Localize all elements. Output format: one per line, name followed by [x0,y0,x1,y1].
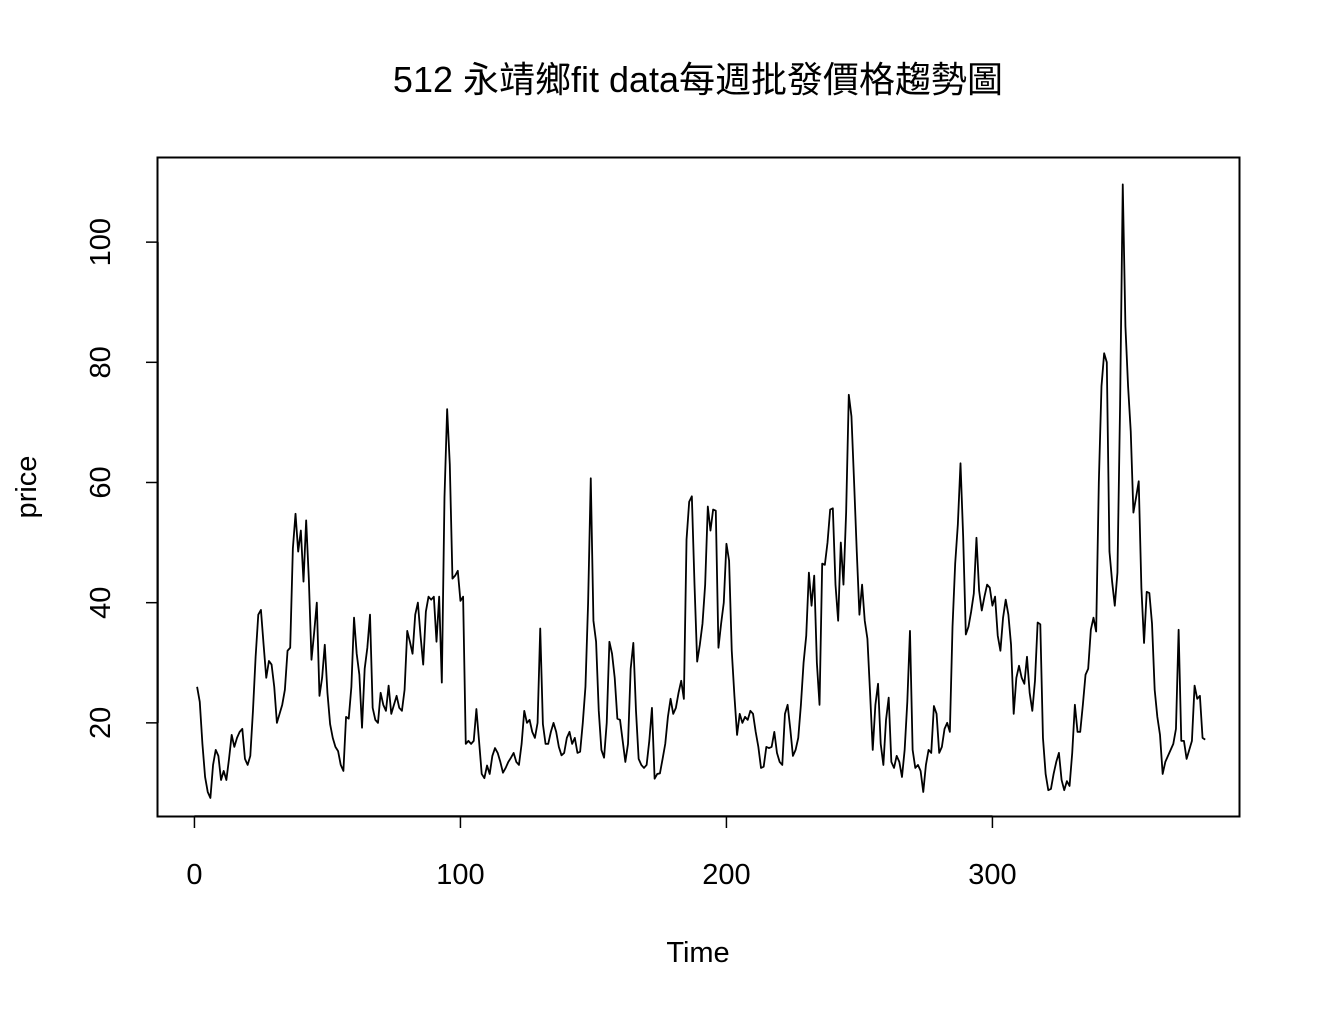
x-tick-label: 300 [968,859,1016,891]
y-axis: 20 40 60 80 100 [85,218,159,739]
plot-frame [156,156,1241,818]
x-tick-label: 0 [186,859,202,891]
chart-title: 512 永靖鄉fit data每週批發價格趨勢圖 [393,59,1003,100]
y-axis-label: price [11,456,43,519]
x-axis-label: Time [666,937,729,969]
price-series-line [196,183,1206,799]
x-axis: 0 100 200 300 [186,815,1017,891]
x-tick-label: 100 [436,859,484,891]
y-tick-label: 80 [85,346,117,378]
x-tick-label: 200 [702,859,750,891]
y-tick-label: 100 [85,218,117,266]
y-tick-label: 20 [85,707,117,739]
y-tick-label: 60 [85,466,117,498]
y-tick-label: 40 [85,587,117,619]
